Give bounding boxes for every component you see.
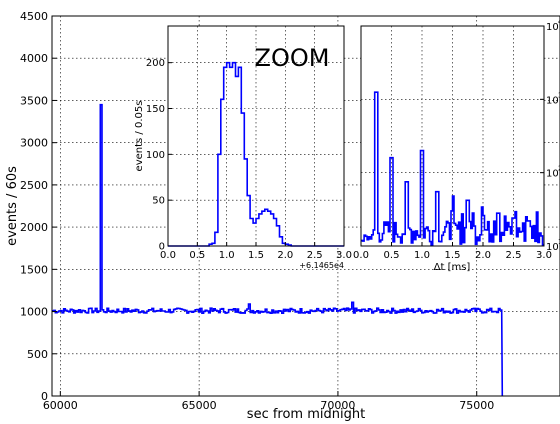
dt-xtick-label: 2.5 <box>506 250 522 261</box>
dt-ytick-exponent: 3 <box>558 91 560 99</box>
zoom-ytick-label: 150 <box>146 104 165 115</box>
dt-ytick-base: 10 <box>546 169 559 180</box>
main-ytick-label: 3000 <box>20 137 48 150</box>
dt-ytick-base: 10 <box>546 242 559 253</box>
main-xtick-label: 65000 <box>182 399 217 412</box>
dt-ytick-label: 103 <box>546 91 560 106</box>
dt-ytick-base: 10 <box>546 95 559 106</box>
dt-xtick-label: 3.0 <box>536 250 552 261</box>
dt-xtick-label: 0.0 <box>353 250 369 261</box>
main-ytick-label: 4000 <box>20 52 48 65</box>
dt-xlabel: Δt [ms] <box>434 262 471 273</box>
main-ytick-label: 1500 <box>20 263 48 276</box>
main-plot-frame <box>51 15 560 397</box>
zoom-xtick-label: 1.5 <box>248 250 264 261</box>
dt-xtick-label: 0.5 <box>384 250 400 261</box>
dt-ytick-base: 10 <box>546 22 559 33</box>
dt-series-line <box>361 91 544 246</box>
main-ytick-label: 1000 <box>20 306 48 319</box>
main-plot: 60000 65000 70000 7500005001000150020002500… <box>5 10 560 422</box>
zoom-xtick-label: 2.5 <box>307 250 323 261</box>
dt-ytick-exponent: 4 <box>558 18 560 26</box>
zoom-inset: 0.0 0.5 1.0 1.5 2.0 2.5 3.0 0 50 100 150 200 ZOOM e… <box>134 25 352 270</box>
dt-ytick-label: 102 <box>546 165 560 180</box>
zoom-offset-label: +6.1465e4 <box>299 261 344 270</box>
zoom-xtick-label: 1.0 <box>219 250 235 261</box>
dt-ytick-exponent: 1 <box>558 238 560 246</box>
main-ytick-label: 2500 <box>20 179 48 192</box>
zoom-ytick-label: 0 <box>159 242 165 253</box>
zoom-ylabel: events / 0.05s <box>134 101 145 172</box>
dt-ytick-label: 101 <box>546 238 560 253</box>
dt-ytick-label: 104 <box>546 18 560 33</box>
main-xtick-label: 60000 <box>43 399 78 412</box>
main-xtick-label: 75000 <box>459 399 494 412</box>
main-ytick-label: 0 <box>41 390 48 403</box>
dt-inset: 0.00.51.01.52.02.53.0101102103104 Δt [ms… <box>353 18 560 273</box>
main-ytick-label: 3500 <box>20 94 48 107</box>
zoom-xtick-label: 3.0 <box>336 250 352 261</box>
zoom-xtick-label: 0.5 <box>189 250 205 261</box>
zoom-xtick-label: 0.0 <box>160 250 176 261</box>
dt-ytick-exponent: 2 <box>558 165 560 173</box>
zoom-ytick-label: 50 <box>152 196 165 207</box>
main-xlabel: sec from midnight <box>247 407 365 422</box>
zoom-ytick-label: 100 <box>146 150 165 161</box>
zoom-title: ZOOM <box>255 44 330 72</box>
main-ytick-label: 500 <box>27 348 48 361</box>
main-ytick-label: 4500 <box>20 10 48 23</box>
dt-xtick-label: 1.5 <box>445 250 461 261</box>
main-ytick-label: 2000 <box>20 221 48 234</box>
dt-xtick-label: 2.0 <box>475 250 491 261</box>
dt-ticks: 0.00.51.01.52.02.53.0101102103104 <box>353 18 560 261</box>
dt-xtick-label: 1.0 <box>414 250 430 261</box>
main-xtick-label: 70000 <box>320 399 355 412</box>
main-series-line <box>52 103 504 397</box>
main-grid <box>52 16 560 396</box>
main-ticks: 60000 65000 70000 7500005001000150020002500… <box>20 10 494 412</box>
zoom-ticks: 0.0 0.5 1.0 1.5 2.0 2.5 3.0 0 50 100 150 200 <box>146 58 352 261</box>
zoom-ytick-label: 200 <box>146 58 165 69</box>
zoom-xtick-label: 2.0 <box>277 250 293 261</box>
main-ylabel: events / 60s <box>5 166 20 246</box>
